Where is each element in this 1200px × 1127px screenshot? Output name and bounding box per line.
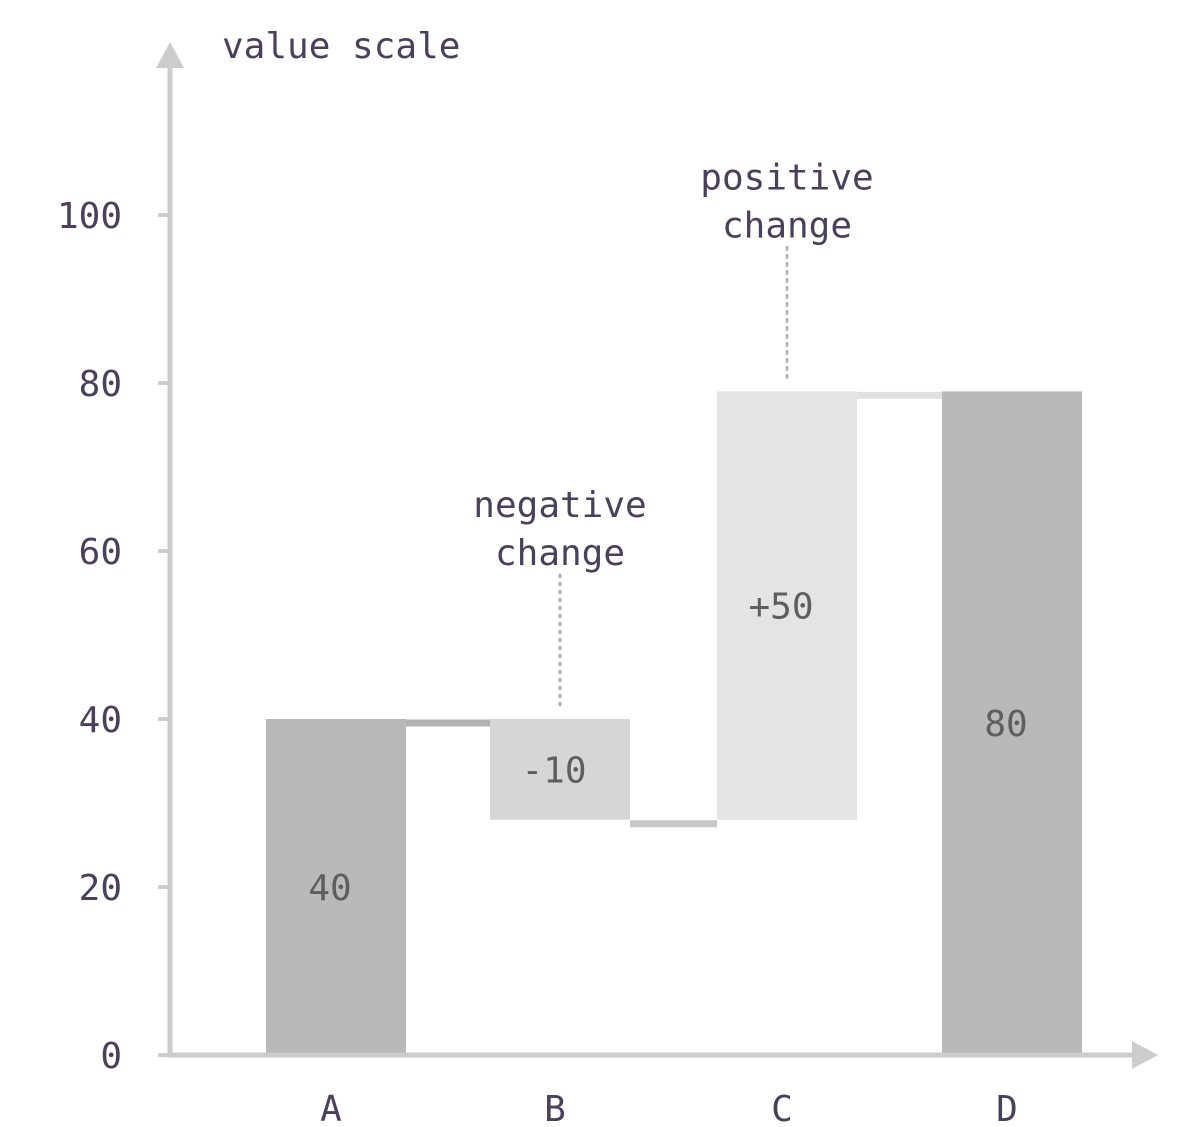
annotation-text: change (495, 533, 625, 574)
bar-a (266, 719, 406, 1055)
annotation-text: positive (700, 157, 873, 198)
category-label: D (996, 1089, 1018, 1127)
category-label: B (544, 1089, 566, 1127)
y-tick-label: 20 (79, 868, 122, 909)
annotation-text: negative (473, 485, 646, 526)
bar-d (942, 391, 1082, 1055)
category-label: A (320, 1089, 342, 1127)
bar-b (490, 719, 630, 820)
y-tick-label: 0 (100, 1036, 122, 1077)
bar-value-label: 80 (984, 704, 1027, 745)
connector-group (406, 391, 942, 828)
bar-value-label: -10 (521, 750, 586, 791)
bar-value-label: 40 (308, 868, 351, 909)
y-tick-label: 60 (79, 532, 122, 573)
y-axis-title: value scale (222, 26, 460, 67)
y-axis-arrow-icon (156, 42, 184, 68)
category-label: C (771, 1089, 793, 1127)
y-tick-label: 100 (57, 196, 122, 237)
annotations-group: negative change positive change (473, 157, 874, 713)
annotation-text: change (722, 205, 852, 246)
y-ticks-group: 0 20 40 60 80 100 (57, 196, 170, 1077)
axes-group: value scale (156, 26, 1158, 1069)
y-tick-label: 40 (79, 700, 122, 741)
category-labels-group: A B C D (320, 1089, 1018, 1127)
value-labels-group: 40 -10 +50 80 (308, 587, 1027, 909)
bar-c (717, 391, 857, 820)
x-axis-arrow-icon (1132, 1041, 1158, 1069)
y-tick-label: 80 (79, 364, 122, 405)
bar-value-label: +50 (748, 587, 813, 628)
bars-group (266, 391, 1082, 1055)
